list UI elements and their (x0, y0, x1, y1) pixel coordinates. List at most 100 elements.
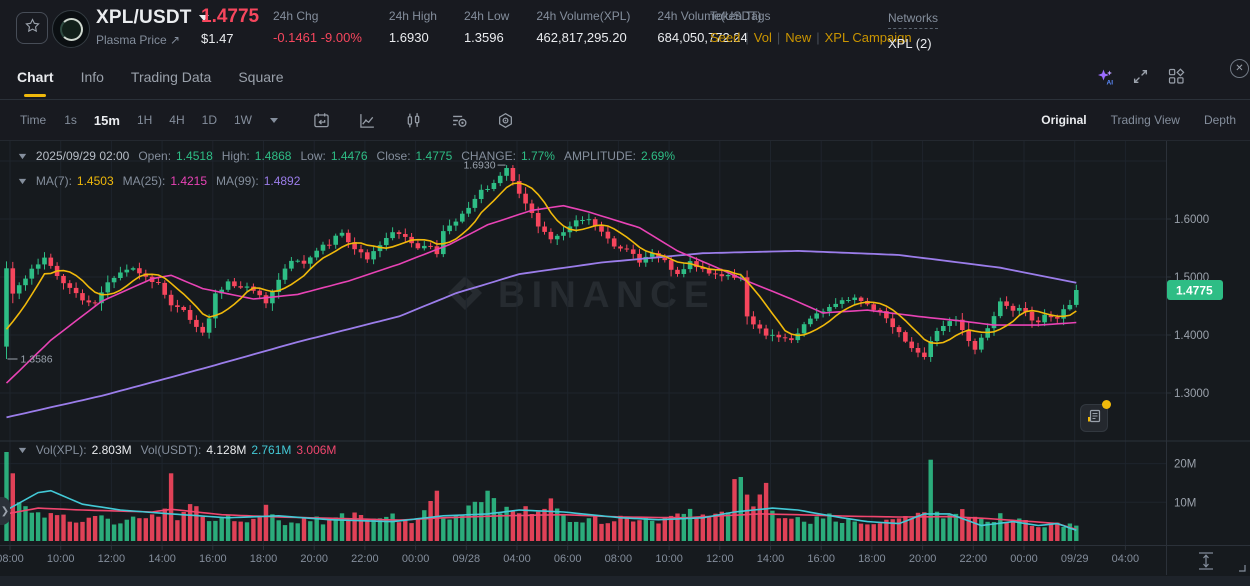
svg-text:00:00: 00:00 (402, 553, 430, 565)
stat-label: 24h Low (463, 9, 510, 23)
svg-text:00:00: 00:00 (1010, 553, 1038, 565)
news-icon (1086, 408, 1102, 429)
news-marker-button[interactable] (1080, 400, 1111, 432)
candlestick-chart[interactable]: 1.69301.35861.60001.50001.40001.300020M1… (0, 141, 1250, 576)
pair-dropdown-caret-icon[interactable] (198, 15, 209, 21)
interval-1w[interactable]: 1W (233, 113, 252, 127)
svg-text:04:00: 04:00 (1112, 553, 1140, 565)
stat-label: 24h High (388, 9, 437, 23)
svg-text:06:00: 06:00 (554, 553, 582, 565)
readout-value: 2.761M (251, 443, 292, 457)
star-icon (24, 18, 40, 38)
chart-area[interactable]: BINANCE 1.6930 1.3586 1.6000 1.5000 1.4000 1.… (0, 141, 1250, 576)
svg-text:1.4775: 1.4775 (1176, 284, 1213, 298)
stat-value: 1.3596 (463, 30, 504, 45)
time-label: Time (20, 113, 47, 127)
readout-label: Vol(USDT): (140, 443, 202, 457)
networks-column: Networks XPL (2) (888, 9, 939, 51)
time-scale-icon (1199, 552, 1213, 570)
date-range-icon[interactable] (306, 112, 337, 129)
token-tag-new[interactable]: New (785, 30, 812, 45)
indicators-icon[interactable] (444, 112, 475, 129)
stat-value: -0.1461 -9.00% (273, 30, 362, 45)
stat-value: 1.6930 (388, 30, 429, 45)
readout-label: Vol(XPL): (35, 443, 87, 457)
stat-24h-volume-usdt: 24h Volume(USDT) 684,050,772.24 (657, 9, 761, 45)
view-depth[interactable]: Depth (1203, 113, 1236, 127)
view-trading-view[interactable]: Trading View (1110, 113, 1180, 127)
bottom-strip (0, 576, 1250, 586)
chart-style-icon[interactable] (352, 112, 383, 129)
networks-label[interactable]: Networks (888, 11, 939, 29)
token-tags-column: Token Tags Seed | Vol | New | XPL Campaign (710, 9, 912, 45)
candlestick-icon[interactable] (398, 112, 429, 129)
readout-value: 1.4868 (254, 149, 292, 163)
tab-bar-icons: AI (1096, 68, 1186, 87)
interval-15m[interactable]: 15m (93, 112, 120, 128)
svg-text:08:00: 08:00 (605, 553, 633, 565)
coin-logo (52, 10, 90, 48)
pair-title[interactable]: XPL/USDT (96, 7, 192, 28)
news-notification-dot (1102, 400, 1111, 409)
interval-1s[interactable]: 1s (64, 113, 77, 127)
readout-label: Low: (300, 149, 326, 163)
more-intervals-caret-icon[interactable] (269, 117, 278, 123)
view-switch: Original Trading View Depth (1041, 100, 1236, 140)
svg-text:12:00: 12:00 (98, 553, 126, 565)
pair-header: XPL/USDT Plasma Price ↗ 1.4775 $1.47 24h… (0, 0, 1250, 56)
interval-1h[interactable]: 1H (136, 113, 153, 127)
readout-label: MA(99): (216, 174, 259, 188)
volume-readout: ▼ Vol(XPL): 2.803M Vol(USDT): 4.128M 2.761M 3.… (16, 443, 336, 457)
readout-value: 1.4503 (76, 174, 114, 188)
token-tags-list: Seed | Vol | New | XPL Campaign (710, 30, 912, 45)
tabs: Chart Info Trading Data Square (17, 56, 284, 98)
tag-separator: | (776, 30, 781, 45)
tab-trading-data[interactable]: Trading Data (130, 69, 212, 85)
svg-text:20M: 20M (1174, 459, 1196, 471)
readout-label: AMPLITUDE: (563, 149, 636, 163)
view-original[interactable]: Original (1041, 113, 1087, 127)
ai-assistant-icon[interactable]: AI (1096, 68, 1114, 87)
svg-text:12:00: 12:00 (706, 553, 734, 565)
close-icon[interactable]: ✕ (1230, 59, 1249, 78)
readout-date: 2025/09/29 02:00 (35, 149, 130, 163)
settings-icon[interactable] (490, 112, 521, 129)
token-tag-seed[interactable]: Seed (710, 30, 741, 45)
last-price-usd: $1.47 (201, 31, 234, 46)
svg-text:10:00: 10:00 (47, 553, 75, 565)
interval-1d[interactable]: 1D (201, 113, 217, 127)
svg-text:22:00: 22:00 (351, 553, 379, 565)
stat-24h-volume-xpl: 24h Volume(XPL) 462,817,295.20 (536, 9, 630, 45)
tab-info[interactable]: Info (80, 69, 104, 85)
readout-value: 1.4775 (415, 149, 453, 163)
collapse-caret-icon[interactable]: ▼ (16, 445, 29, 455)
tab-square[interactable]: Square (238, 69, 284, 85)
binance-watermark: BINANCE (448, 274, 716, 316)
collapse-caret-icon[interactable]: ▼ (16, 176, 29, 186)
tab-chart[interactable]: Chart (17, 57, 54, 97)
widgets-icon[interactable] (1168, 68, 1186, 86)
interval-4h[interactable]: 4H (169, 113, 185, 127)
readout-label: Close: (376, 149, 411, 163)
svg-text:20:00: 20:00 (300, 553, 328, 565)
svg-text:09/29: 09/29 (1061, 553, 1089, 565)
pair-subtitle-link[interactable]: Plasma Price ↗ (96, 33, 181, 47)
stat-24h-high: 24h High 1.6930 (389, 9, 437, 45)
stat-24h-low: 24h Low 1.3596 (464, 9, 509, 45)
readout-label: Open: (138, 149, 172, 163)
svg-text:10M: 10M (1174, 497, 1196, 509)
token-tag-xpl-campaign[interactable]: XPL Campaign (824, 30, 912, 45)
stat-value: 462,817,295.20 (536, 30, 627, 45)
stats-row: 24h Chg -0.1461 -9.00% 24h High 1.6930 24h L… (273, 9, 761, 45)
token-tag-vol[interactable]: Vol (753, 30, 772, 45)
stat-label: 24h Volume(XPL) (536, 9, 631, 23)
readout-value: 2.803M (91, 443, 132, 457)
fullscreen-icon[interactable] (1132, 68, 1150, 86)
svg-text:1.3586: 1.3586 (21, 354, 53, 366)
interval-selector: 1s 15m 1H 4H 1D 1W (64, 113, 252, 128)
watermark-text: BINANCE (498, 274, 716, 315)
collapse-caret-icon[interactable]: ▼ (16, 151, 29, 161)
panel-expand-handle[interactable]: ❯ (0, 497, 10, 525)
favorite-button[interactable] (16, 12, 48, 44)
resize-corner-icon (1239, 565, 1246, 572)
